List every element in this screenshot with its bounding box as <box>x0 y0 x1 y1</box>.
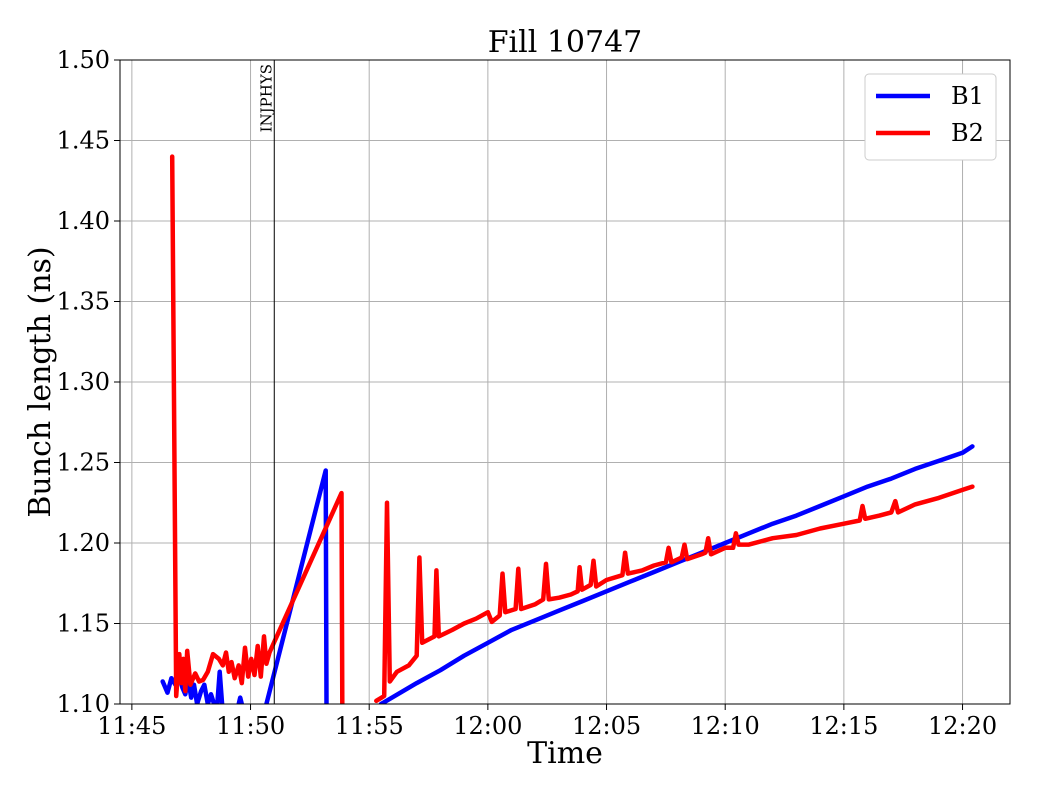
series-line-b1 <box>160 444 975 704</box>
legend-label-b1: B1 <box>951 82 984 110</box>
plot-area: INJPHYS <box>160 60 975 704</box>
y-tick-label: 1.50 <box>57 46 110 74</box>
y-tick-label: 1.10 <box>57 690 110 718</box>
x-tick-label: 11:50 <box>216 712 285 740</box>
series-line-b2 <box>169 154 975 704</box>
marker-layer: INJPHYS <box>257 60 275 704</box>
y-tick-label: 1.40 <box>57 207 110 235</box>
y-axis-title: Bunch length (ns) <box>23 246 58 517</box>
y-tick-label: 1.25 <box>57 449 110 477</box>
y-axis: 1.10 1.15 1.20 1.25 1.30 1.35 1.40 1.45 1.50 <box>57 46 120 718</box>
x-tick-label: 12:15 <box>809 712 878 740</box>
x-tick-label: 12:20 <box>928 712 997 740</box>
x-axis-title: Time <box>527 736 603 771</box>
injphys-marker-label: INJPHYS <box>257 64 275 132</box>
legend-label-b2: B2 <box>951 119 984 147</box>
x-axis: 11:45 11:50 11:55 12:00 12:05 12:10 12:15 12:20 <box>97 704 997 740</box>
chart-title: Fill 10747 <box>488 25 643 60</box>
x-tick-label: 12:10 <box>691 712 760 740</box>
y-tick-label: 1.30 <box>57 368 110 396</box>
series-layer <box>160 154 975 704</box>
x-tick-label: 12:05 <box>572 712 641 740</box>
y-tick-label: 1.45 <box>57 127 110 155</box>
y-tick-label: 1.15 <box>57 610 110 638</box>
y-tick-label: 1.35 <box>57 288 110 316</box>
x-tick-label: 11:55 <box>335 712 404 740</box>
x-tick-label: 12:00 <box>453 712 522 740</box>
x-tick-label: 11:45 <box>97 712 166 740</box>
y-tick-label: 1.20 <box>57 529 110 557</box>
